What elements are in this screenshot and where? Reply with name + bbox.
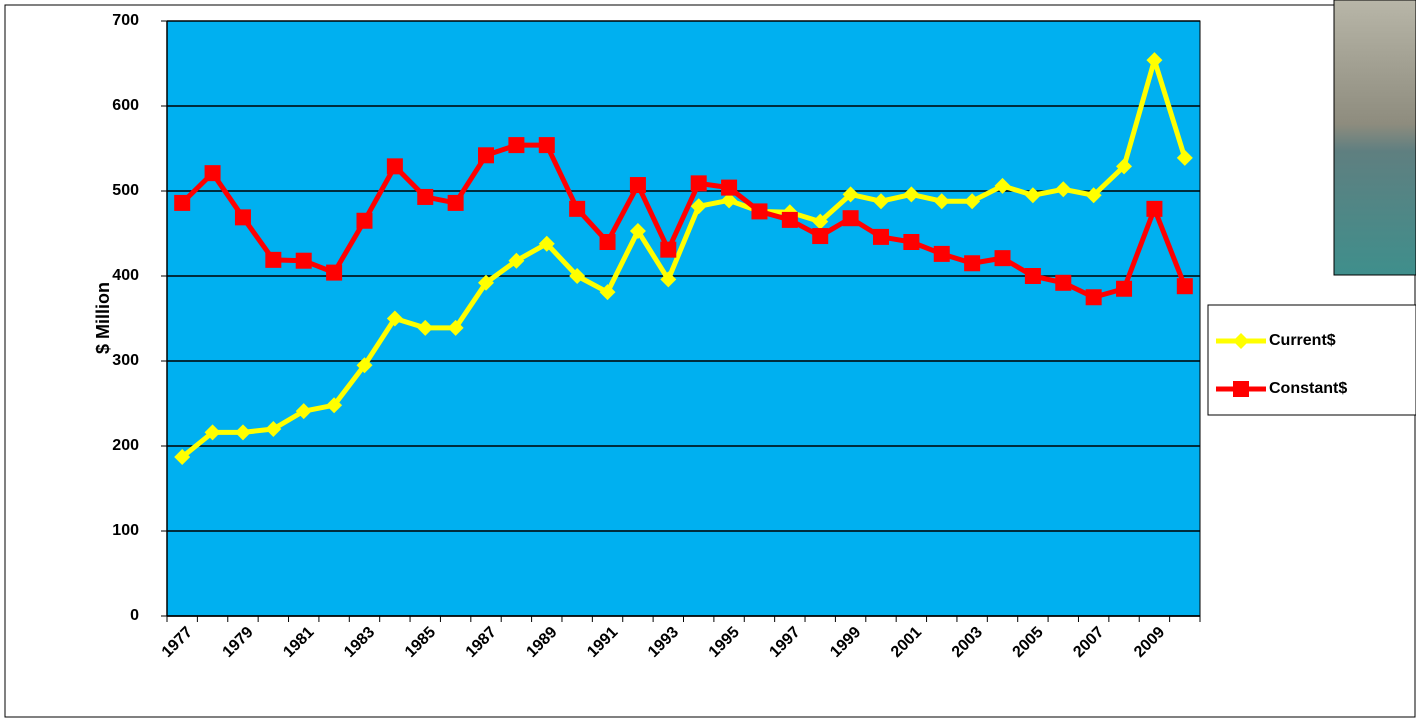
point [933, 193, 950, 210]
point [903, 234, 920, 250]
point [234, 209, 251, 226]
point [964, 193, 981, 210]
y-tick-label: 400 [112, 267, 139, 284]
point [356, 212, 373, 229]
point [356, 357, 373, 374]
point [326, 264, 343, 281]
point [295, 252, 312, 269]
y-tick-label: 300 [112, 352, 139, 369]
point [386, 310, 403, 327]
y-axis-label: $ Million [93, 282, 113, 354]
point [690, 175, 707, 192]
point [1116, 158, 1133, 175]
point [204, 424, 221, 441]
point [538, 137, 555, 154]
point [1176, 149, 1193, 166]
point [1085, 187, 1102, 204]
point [1116, 280, 1133, 297]
legend-marker [1233, 381, 1249, 397]
point [386, 158, 403, 175]
point [994, 177, 1011, 194]
point [781, 211, 798, 228]
point [265, 421, 282, 437]
point [1055, 181, 1072, 198]
point [1146, 200, 1163, 217]
point [812, 213, 829, 230]
point [903, 186, 920, 203]
point [508, 252, 525, 269]
point [933, 245, 950, 262]
point [1146, 52, 1163, 69]
point [508, 137, 525, 154]
point [265, 251, 282, 268]
point [690, 198, 707, 215]
point [964, 255, 981, 272]
point [751, 203, 768, 220]
point [1055, 274, 1072, 291]
point [174, 449, 191, 466]
point [295, 403, 312, 420]
y-tick-label: 700 [112, 12, 139, 29]
point [1024, 268, 1041, 284]
legend-box [1207, 304, 1416, 416]
plot-area [166, 20, 1201, 617]
point [478, 147, 495, 164]
point [569, 200, 586, 217]
y-tick-label: 100 [112, 522, 139, 539]
point [569, 268, 586, 284]
point [721, 179, 738, 196]
point [417, 188, 434, 205]
point [721, 192, 738, 209]
point [234, 424, 251, 441]
point [599, 234, 616, 250]
point [599, 284, 616, 301]
point [1085, 289, 1102, 306]
point [994, 250, 1011, 267]
point [1176, 278, 1193, 295]
y-tick-label: 200 [112, 437, 139, 454]
series-line [180, 57, 1188, 459]
point [872, 228, 889, 245]
point [629, 177, 646, 194]
point [660, 271, 677, 288]
point [174, 194, 191, 211]
point [204, 165, 221, 182]
legend-label: Current$ [1269, 332, 1336, 349]
point [660, 241, 677, 258]
point [478, 274, 495, 291]
point [842, 210, 859, 227]
point [812, 228, 829, 245]
y-tick-label: 500 [112, 182, 139, 199]
legend-label: Constant$ [1269, 380, 1347, 397]
series-line [180, 142, 1188, 300]
point [417, 319, 434, 336]
legend-marker [1233, 333, 1249, 349]
point [842, 186, 859, 203]
y-tick-label: 0 [130, 607, 139, 624]
point [872, 193, 889, 210]
photo [1333, 0, 1416, 276]
point [447, 194, 464, 211]
point [1024, 187, 1041, 204]
y-tick-label: 600 [112, 97, 139, 114]
point [326, 397, 343, 414]
point [629, 222, 646, 239]
point [538, 235, 555, 252]
point [447, 319, 464, 336]
